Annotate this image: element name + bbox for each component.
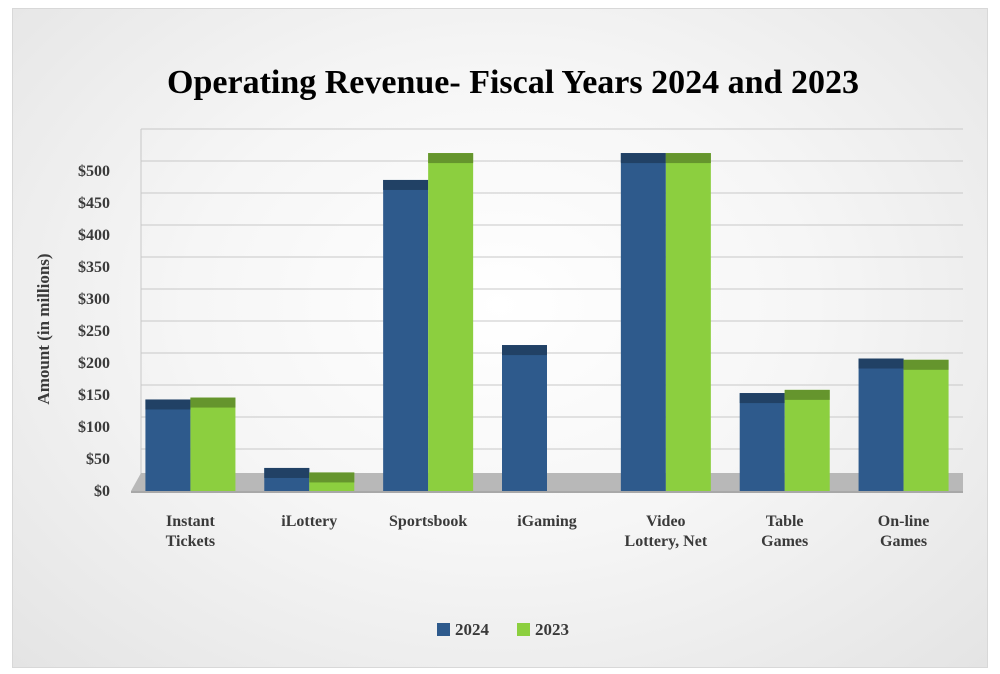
- bar-2024-6: [858, 358, 904, 491]
- y-tick-label: $0: [94, 483, 110, 500]
- x-category-label-line: Instant: [166, 513, 216, 530]
- x-category-label-line: iGaming: [517, 513, 577, 530]
- bar-2023-2: [428, 153, 474, 491]
- x-category-label-line: Sportsbook: [389, 513, 467, 530]
- x-category-label-line: iLottery: [281, 513, 337, 530]
- bar-cap-2024-6: [858, 358, 904, 369]
- x-category-label: Table Games: [761, 513, 808, 550]
- bar-2024-5: [739, 393, 785, 491]
- bar-cap-2024-0: [145, 399, 191, 410]
- floor-edge: [131, 491, 963, 493]
- x-category-label-line: Table: [766, 513, 804, 530]
- bar-cap-2024-1: [264, 467, 310, 478]
- y-axis-ticks: $0 $50 $100 $150 $200 $250 $300 $350 $400 $450 $50…: [78, 163, 110, 500]
- x-category-label-line: On-line: [878, 513, 930, 530]
- x-category-label: Instant Tickets: [166, 513, 216, 550]
- bar-2024-4: [620, 153, 666, 491]
- bar-2023-0: [190, 397, 236, 491]
- y-tick-label: $200: [78, 355, 110, 372]
- bar-cap-2023-5: [784, 389, 830, 400]
- bar-2024-0: [145, 399, 191, 491]
- bar-2023-6: [903, 359, 949, 491]
- y-tick-label: $500: [78, 163, 110, 180]
- legend-label-2023: 2023: [535, 620, 569, 639]
- gridlines: [140, 128, 963, 482]
- bar-chart: Operating Revenue- Fiscal Years 2024 and…: [34, 64, 963, 639]
- y-tick-label: $300: [78, 291, 110, 308]
- bar-cap-2023-4: [665, 153, 711, 164]
- bar-2023-5: [784, 389, 830, 491]
- y-tick-label: $350: [78, 259, 110, 276]
- x-category-label-line: Games: [880, 533, 927, 550]
- y-tick-label: $400: [78, 227, 110, 244]
- bar-2024-2: [383, 179, 429, 491]
- x-category-label-line: Video: [646, 513, 685, 530]
- bar-cap-2023-2: [428, 153, 474, 164]
- bar-cap-2024-5: [739, 393, 785, 404]
- legend: 2024 2023: [437, 620, 569, 639]
- y-axis-title: Amount (in millions): [34, 253, 53, 404]
- y-tick-label: $50: [86, 451, 110, 468]
- legend-label-2024: 2024: [455, 620, 490, 639]
- bar-2023-4: [665, 153, 711, 491]
- y-tick-label: $450: [78, 195, 110, 212]
- x-category-label-line: Games: [761, 533, 808, 550]
- bar-2024-3: [502, 345, 547, 491]
- chart-frame: Operating Revenue- Fiscal Years 2024 and…: [12, 8, 988, 668]
- x-category-label-line: Tickets: [166, 533, 215, 550]
- bar-cap-2023-0: [190, 397, 236, 408]
- bars: [145, 153, 949, 491]
- bar-cap-2024-2: [383, 179, 429, 190]
- x-axis-categories: Instant Tickets iLottery Sportsbook iGaming V…: [166, 513, 930, 550]
- x-category-label: iLottery: [281, 513, 337, 530]
- bar-cap-2023-6: [903, 359, 949, 370]
- bar-cap-2024-4: [620, 153, 666, 164]
- x-category-label: On-line Games: [878, 513, 930, 550]
- y-tick-label: $150: [78, 387, 110, 404]
- x-category-label: Sportsbook: [389, 513, 467, 530]
- x-category-label: iGaming: [517, 513, 577, 530]
- y-tick-label: $100: [78, 419, 110, 436]
- chart-title: Operating Revenue- Fiscal Years 2024 and…: [167, 64, 859, 101]
- y-tick-label: $250: [78, 323, 110, 340]
- legend-swatch-2023: [517, 623, 530, 636]
- x-category-label: Video Lottery, Net: [625, 513, 708, 550]
- bar-cap-2023-1: [309, 472, 355, 483]
- bar-cap-2024-3: [502, 345, 547, 356]
- x-category-label-line: Lottery, Net: [625, 533, 708, 550]
- legend-swatch-2024: [437, 623, 450, 636]
